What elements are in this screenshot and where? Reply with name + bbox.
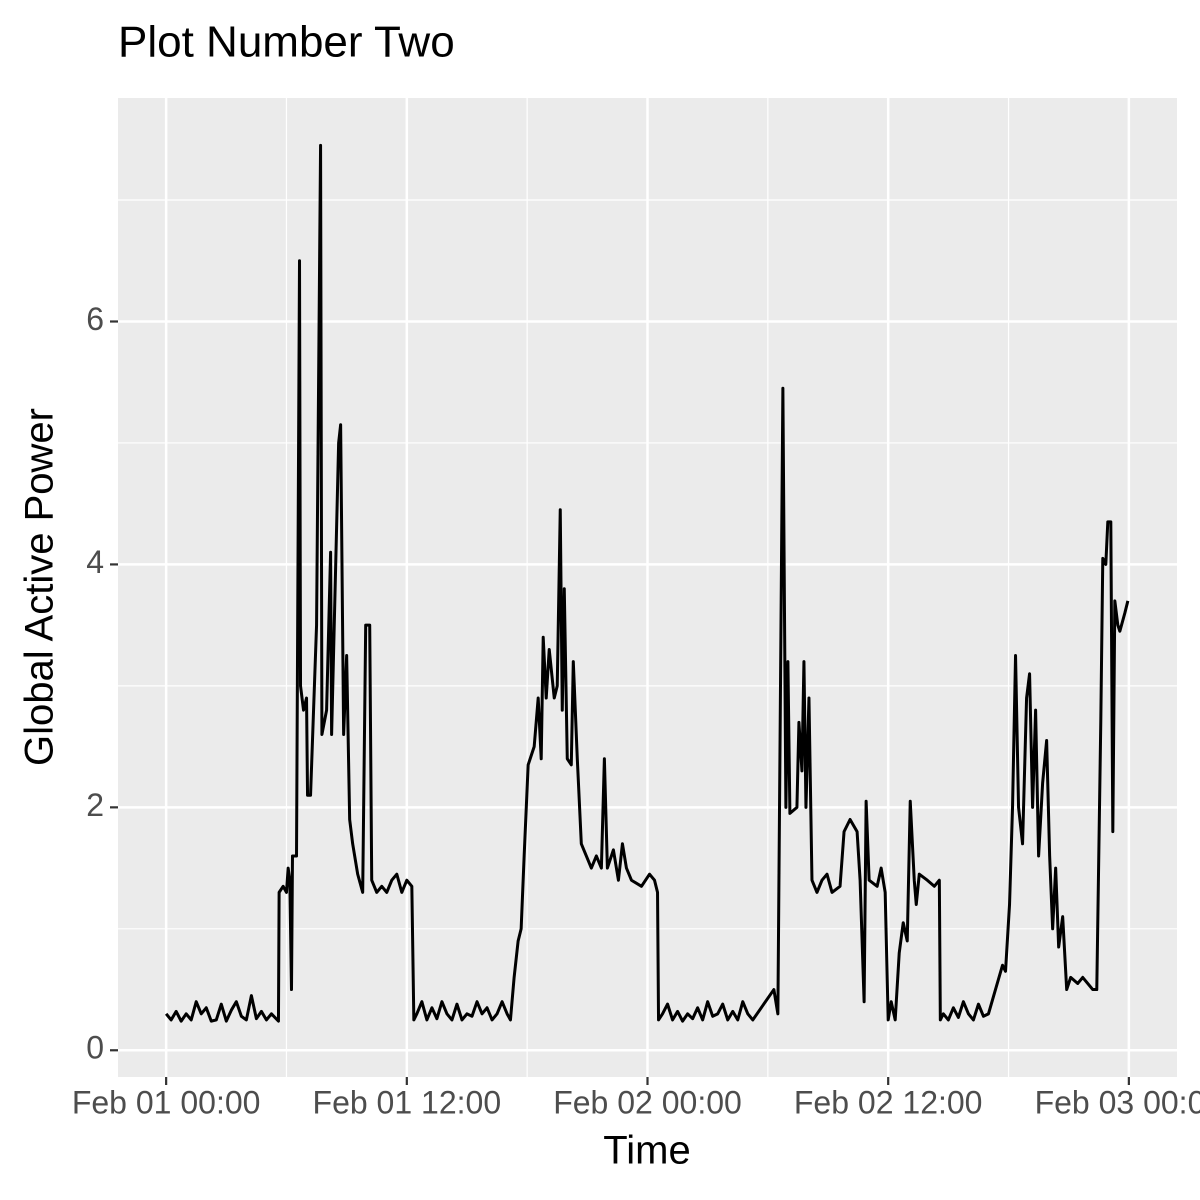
data-line: [164, 143, 1130, 1023]
x-tick-label: Feb 02 12:00: [794, 1084, 983, 1120]
y-axis-label: Global Active Power: [18, 408, 62, 766]
y-tick-label: 6: [86, 301, 104, 337]
x-tick-label: Feb 01 00:00: [72, 1084, 261, 1120]
x-tick-label: Feb 03 00:00: [1035, 1084, 1200, 1120]
chart-title: Plot Number Two: [118, 18, 455, 67]
y-tick-label: 2: [86, 787, 104, 823]
x-tick-label: Feb 02 00:00: [553, 1084, 742, 1120]
y-tick-label: 4: [86, 544, 104, 580]
x-tick-label: Feb 01 12:00: [313, 1084, 502, 1120]
y-tick-label: 0: [86, 1030, 104, 1066]
x-axis-label: Time: [603, 1129, 690, 1173]
